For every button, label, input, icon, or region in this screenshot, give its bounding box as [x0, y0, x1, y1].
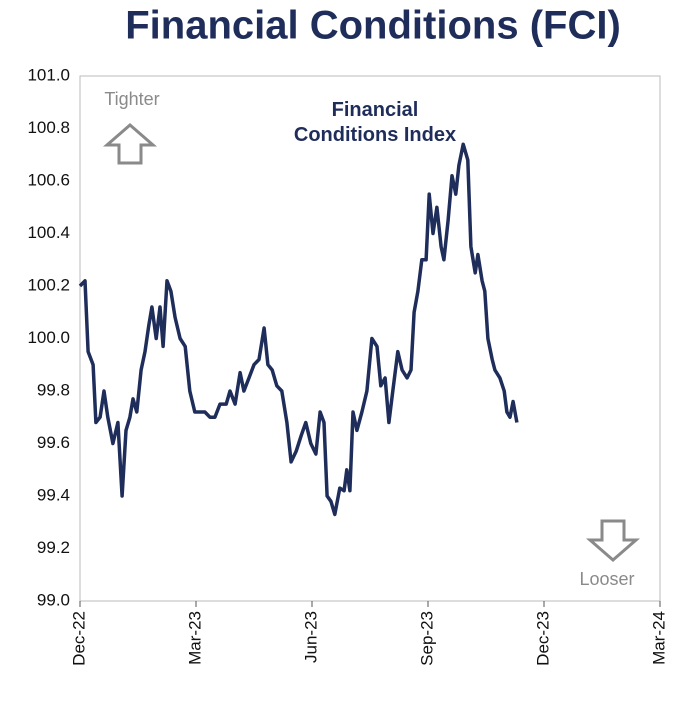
- down-arrow: [585, 519, 641, 562]
- y-tick-label: 100.6: [27, 170, 70, 189]
- up-arrow: [102, 123, 158, 165]
- annotation: Looser: [579, 569, 634, 589]
- y-tick-label: 100.8: [27, 118, 70, 137]
- x-tick-label: Mar-24: [649, 611, 668, 665]
- y-tick-label: 99.4: [37, 485, 70, 504]
- line: [78, 142, 519, 517]
- x-tick-label: Sep-23: [417, 611, 436, 666]
- chart-title: Financial Conditions (FCI): [125, 4, 621, 48]
- y-tick-label: 99.6: [37, 433, 70, 452]
- y-tick-label: 100.0: [27, 328, 70, 347]
- plot-frame: [79, 75, 661, 602]
- x-tick-label: Jun-23: [301, 611, 320, 663]
- x-tick-label: Mar-23: [185, 611, 204, 665]
- y-tick-label: 101.0: [27, 65, 70, 84]
- y-tick-label: 99.0: [37, 590, 70, 609]
- x-tick-label: Dec-23: [533, 611, 552, 666]
- y-tick-label: 100.2: [27, 275, 70, 294]
- y-tick-label: 99.2: [37, 538, 70, 557]
- series-label: Financial Conditions Index: [293, 99, 457, 146]
- y-tick-label: 99.8: [37, 380, 70, 399]
- x-tick-label: Dec-22: [69, 611, 88, 666]
- annotation: Tighter: [104, 89, 159, 109]
- y-tick-label: 100.4: [27, 223, 70, 242]
